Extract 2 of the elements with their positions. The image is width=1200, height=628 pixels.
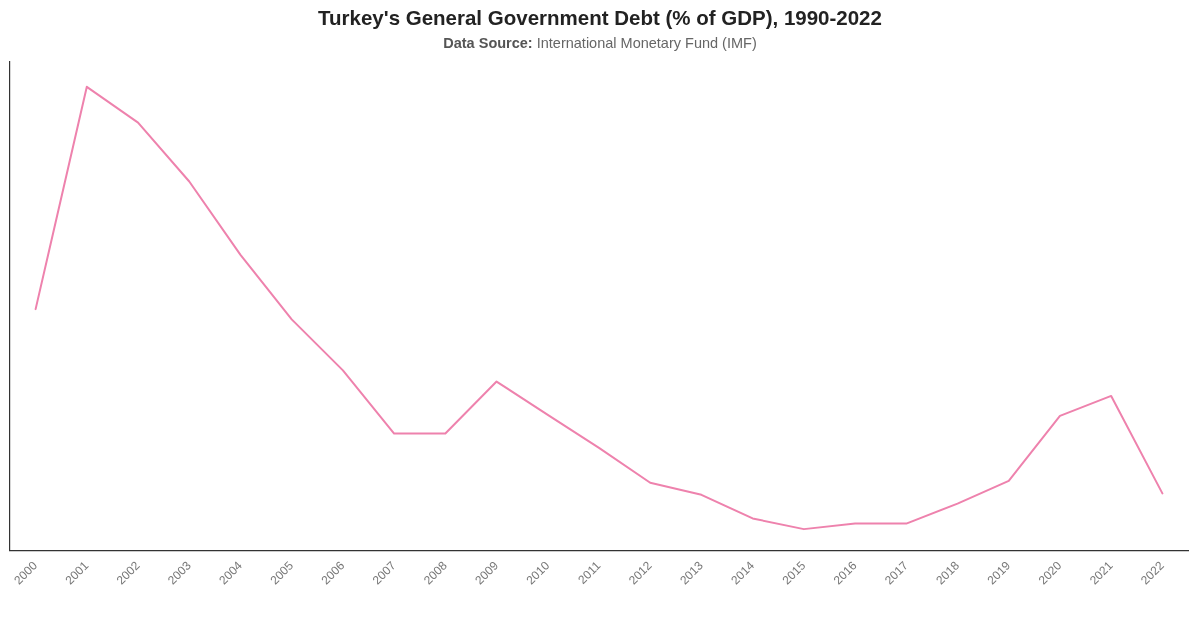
chart-title: Turkey's General Government Debt (% of GDP), 1990-2022 bbox=[317, 6, 883, 30]
chart-subtitle: Data Source: International Monetary Fund (IMF) bbox=[443, 35, 757, 51]
